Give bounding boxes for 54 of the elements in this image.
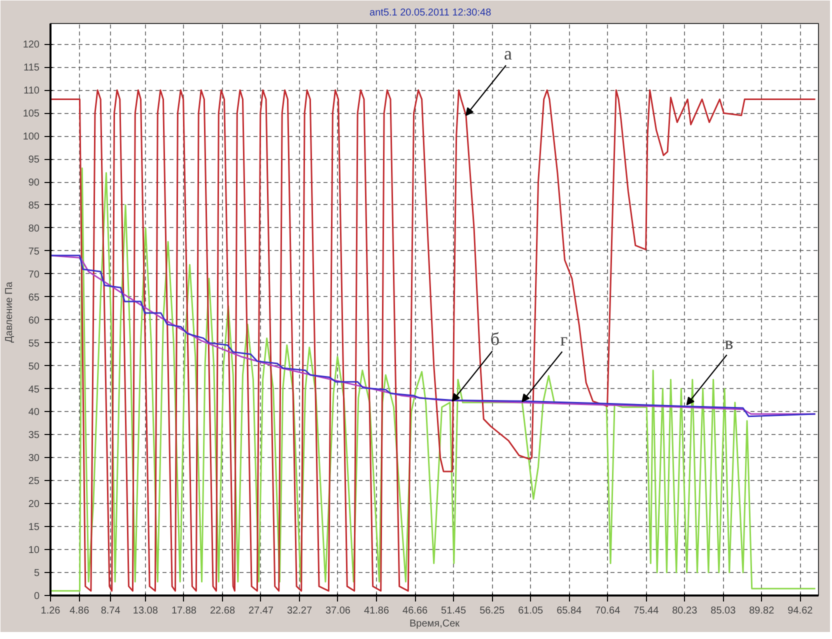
x-axis-title: Время,Сек — [409, 618, 460, 630]
x-tick-label: 85.03 — [710, 606, 736, 616]
y-tick-label: 75 — [28, 246, 40, 258]
y-tick-label: 25 — [28, 476, 40, 488]
x-tick-label: 56.25 — [480, 606, 506, 616]
y-tick-label: 5 — [34, 568, 40, 580]
y-tick-label: 110 — [24, 86, 40, 97]
chart-title: ant5.1 20.05.2011 12:30:48 — [370, 8, 492, 18]
x-tick-label: 13.08 — [132, 606, 158, 616]
x-tick-label: 27.47 — [248, 606, 274, 616]
y-tick-label: 40 — [28, 407, 40, 418]
line-series — [50, 89, 816, 592]
y-tick-label: 30 — [28, 453, 40, 464]
line-series — [50, 167, 816, 592]
y-tick-label: 80 — [28, 223, 40, 234]
x-tick-label: 51.45 — [441, 606, 466, 616]
x-tick-label: 89.82 — [749, 606, 775, 616]
x-tick-label: 80.23 — [672, 606, 698, 616]
y-tick-label: 0 — [34, 591, 40, 602]
y-tick-label: 45 — [28, 384, 40, 396]
y-tick-label: 10 — [28, 545, 40, 556]
y-tick-label: 90 — [28, 178, 40, 189]
x-tick-label: 4.86 — [70, 606, 90, 616]
y-tick-label: 70 — [28, 269, 40, 280]
x-tick-label: 41.86 — [364, 606, 390, 616]
y-tick-label: 55 — [28, 338, 40, 350]
annotation: г — [560, 330, 568, 350]
y-tick-label: 50 — [28, 361, 40, 372]
y-tick-label: 95 — [28, 154, 40, 166]
y-tick-label: 85 — [28, 200, 40, 212]
x-tick-label: 37.06 — [325, 606, 351, 616]
x-tick-label: 17.88 — [171, 606, 197, 616]
x-tick-label: 8.74 — [100, 606, 121, 616]
annotation: а — [504, 43, 512, 64]
x-tick-label: 75.44 — [634, 606, 660, 616]
y-tick-label: 120 — [22, 40, 40, 51]
x-tick-label: 61.05 — [518, 606, 544, 616]
y-tick-label: 115 — [24, 62, 40, 74]
y-tick-label: 20 — [28, 499, 40, 510]
x-tick-label: 22.68 — [210, 606, 236, 616]
y-tick-label: 15 — [28, 522, 40, 534]
x-tick-label: 70.64 — [595, 606, 621, 616]
y-axis-title: Давление Па — [4, 281, 15, 343]
x-tick-label: 46.66 — [402, 606, 428, 616]
y-tick-label: 100 — [22, 132, 40, 143]
x-tick-label: 1.26 — [40, 606, 61, 616]
x-tick-label: 32.27 — [287, 606, 312, 616]
x-tick-label: 94.62 — [788, 606, 814, 616]
annotation: б — [490, 329, 500, 350]
x-tick-label: 65.84 — [556, 606, 582, 616]
y-tick-label: 60 — [28, 315, 40, 326]
y-tick-label: 65 — [28, 292, 40, 304]
y-tick-label: 35 — [28, 430, 40, 442]
y-tick-label: 105 — [22, 108, 40, 120]
